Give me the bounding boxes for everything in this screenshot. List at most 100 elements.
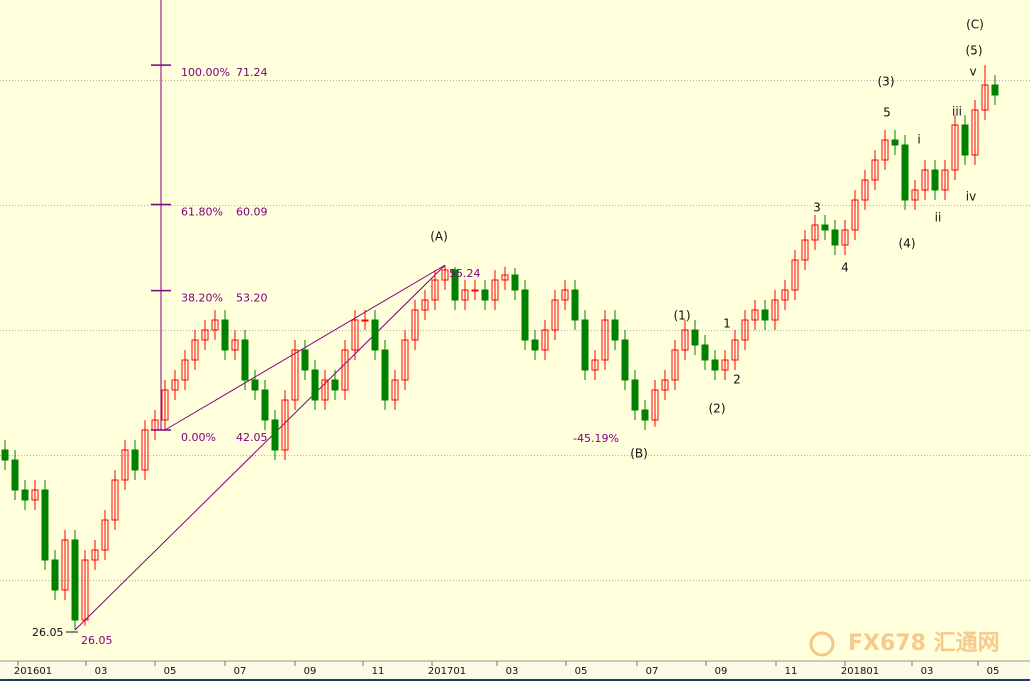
- wave-label: iv: [966, 190, 976, 204]
- candle-body: [301, 349, 309, 371]
- candle-body: [341, 349, 349, 391]
- fib-price: 60.09: [236, 206, 268, 219]
- wave-label: 2: [733, 373, 741, 387]
- fib-price: 71.24: [236, 66, 268, 79]
- candle-body: [471, 289, 479, 292]
- fib-ratio: 0.00%: [181, 431, 216, 444]
- candle-body: [101, 519, 109, 551]
- x-tick-label: 201601: [14, 666, 52, 677]
- candle-body: [281, 399, 289, 451]
- candle-body: [791, 259, 799, 291]
- candle-body: [531, 339, 539, 351]
- candle-body: [921, 169, 929, 191]
- candle-body: [131, 449, 139, 471]
- candle-body: [661, 379, 669, 391]
- wave-label: (2): [709, 402, 726, 416]
- x-tick-label: 07: [646, 666, 659, 677]
- candle-body: [611, 319, 619, 341]
- watermark: FX678 汇通网: [848, 631, 1000, 656]
- candle-body: [311, 369, 319, 401]
- watermark-logo: [809, 631, 835, 657]
- candle-body: [61, 539, 69, 591]
- candle-body: [221, 319, 229, 351]
- candle-body: [181, 359, 189, 381]
- candle-body: [721, 359, 729, 371]
- wave-label: (1): [674, 309, 691, 323]
- x-tick-label: 03: [95, 666, 108, 677]
- candle-body: [211, 319, 219, 331]
- x-tick-label: 05: [164, 666, 177, 677]
- candle-body: [191, 339, 199, 361]
- candle-body: [171, 379, 179, 391]
- x-axis-band: [0, 661, 1030, 681]
- candle-body: [361, 319, 369, 322]
- fibonacci: 100.00% 71.24 61.80% 60.09 38.20% 53.20 0.00% 4…: [151, 0, 268, 444]
- wave-label: (5): [966, 44, 983, 58]
- candle-body: [781, 289, 789, 301]
- candle-body: [771, 299, 779, 321]
- candle-body: [731, 339, 739, 361]
- x-tick-label: 05: [575, 666, 588, 677]
- candle-body: [931, 169, 939, 191]
- wave-label: i: [917, 133, 920, 147]
- candles: [1, 65, 999, 630]
- candle-body: [651, 389, 659, 421]
- candle-body: [511, 274, 519, 291]
- wave-label: (3): [878, 75, 895, 89]
- candle-body: [141, 429, 149, 471]
- fib-ratio: 38.20%: [181, 292, 223, 305]
- candle-body: [841, 229, 849, 246]
- candle-body: [671, 349, 679, 381]
- x-tick-label: 07: [234, 666, 247, 677]
- x-tick-label: 05: [987, 666, 1000, 677]
- wave-label: 5: [883, 106, 891, 120]
- candle-body: [411, 309, 419, 341]
- candle-body: [351, 319, 359, 351]
- candle-body: [201, 329, 209, 341]
- candle-body: [111, 479, 119, 521]
- candle-body: [401, 339, 409, 381]
- candle-body: [681, 329, 689, 351]
- candle-body: [11, 459, 19, 491]
- candle-body: [861, 179, 869, 201]
- wave-labels: (A) (B) (C) (5) v (3) 5 i iii ii iv (4) …: [430, 18, 984, 461]
- candle-body: [381, 349, 389, 401]
- low-price-label: 26.05: [81, 634, 113, 647]
- candle-body: [271, 419, 279, 451]
- x-tick-label: 03: [921, 666, 934, 677]
- candle-body: [251, 379, 259, 391]
- x-tick-label: 09: [715, 666, 728, 677]
- wave-label: (C): [966, 18, 984, 32]
- candle-body: [601, 319, 609, 361]
- candle-body: [91, 549, 99, 561]
- candle-body: [21, 489, 29, 501]
- fib-ratio: 100.00%: [181, 66, 230, 79]
- fib-price: 53.20: [236, 292, 268, 305]
- candle-body: [801, 239, 809, 261]
- peak-price-label: 55.24: [449, 267, 481, 280]
- candle-body: [891, 139, 899, 146]
- x-tick-label: 09: [304, 666, 317, 677]
- low-label: 26.05: [32, 626, 64, 639]
- candle-body: [521, 289, 529, 341]
- wave-line: [74, 264, 446, 631]
- candle-body: [431, 279, 439, 301]
- candle-body: [461, 289, 469, 301]
- candle-body: [581, 319, 589, 371]
- candle-body: [831, 229, 839, 246]
- candle-body: [81, 559, 89, 621]
- candle-body: [911, 189, 919, 201]
- candle-body: [371, 319, 379, 351]
- candle-body: [711, 359, 719, 371]
- candle-body: [871, 159, 879, 181]
- candle-body: [481, 289, 489, 301]
- candle-body: [1, 449, 9, 461]
- candle-body: [291, 349, 299, 401]
- candle-body: [571, 289, 579, 321]
- candle-body: [761, 309, 769, 321]
- candle-body: [691, 329, 699, 346]
- candle-body: [821, 224, 829, 231]
- x-tick-label: 03: [506, 666, 519, 677]
- candle-body: [71, 539, 79, 621]
